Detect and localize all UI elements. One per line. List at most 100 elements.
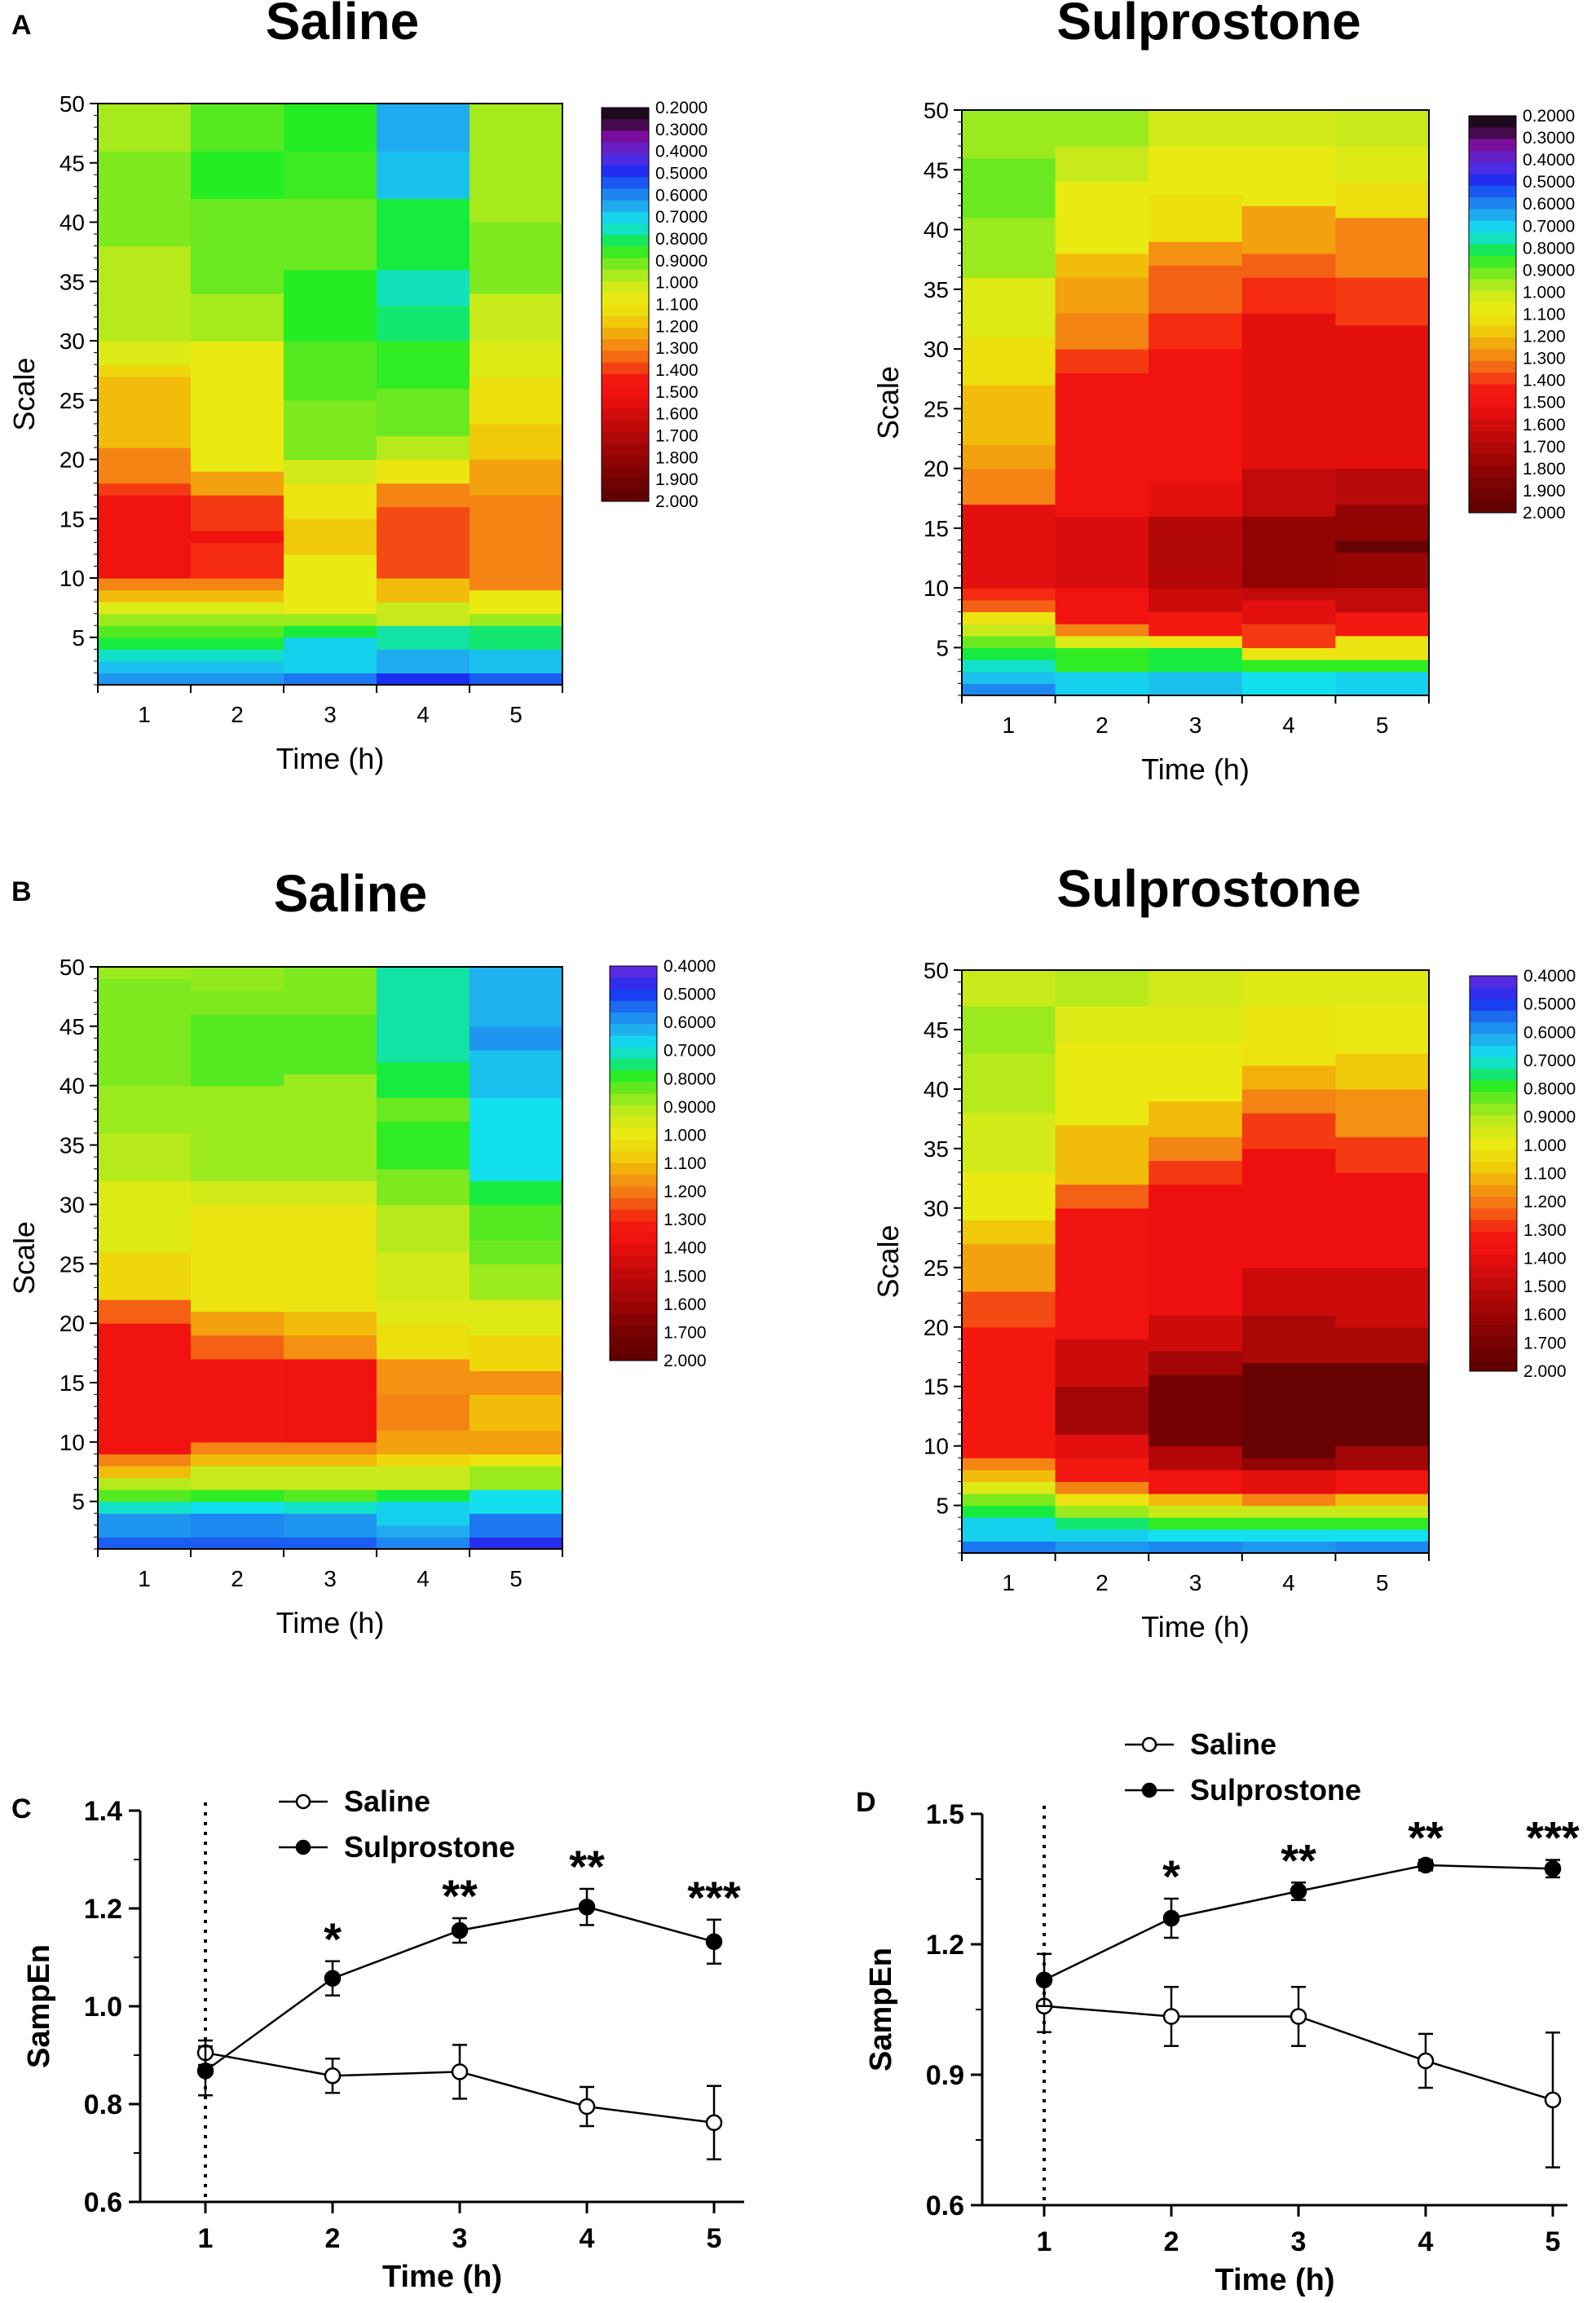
- colorbar-band: [602, 153, 649, 166]
- x-tick-label: 3: [1189, 1570, 1202, 1595]
- legend-label: Saline: [1190, 1727, 1276, 1761]
- heatmap-cell: [98, 1537, 192, 1550]
- legend-marker: [1141, 1782, 1157, 1798]
- colorbar-band: [1470, 1185, 1517, 1198]
- colorbar-band: [1470, 1324, 1517, 1337]
- heatmap-cell: [191, 1489, 284, 1502]
- data-point: [1290, 2008, 1307, 2025]
- heatmap-cell: [191, 293, 284, 342]
- colorbar-label: 0.7000: [1523, 1052, 1576, 1070]
- y-tick-label: 1.5: [926, 1799, 964, 1830]
- heatmap-cell: [1241, 1088, 1336, 1114]
- heatmap-cell: [470, 423, 563, 461]
- y-tick-label: 40: [60, 210, 85, 236]
- colorbar-band: [610, 1058, 657, 1071]
- colorbar-band: [1470, 1103, 1517, 1116]
- heatmap-cell: [1149, 516, 1243, 589]
- heatmap-cell: [1055, 1529, 1149, 1542]
- heatmap-cell: [1241, 970, 1336, 1007]
- colorbar-band: [1470, 1336, 1517, 1348]
- heatmap-cell: [98, 151, 192, 247]
- heatmap-cell: [98, 602, 192, 615]
- colorbar-band: [1469, 267, 1516, 280]
- colorbar-label: 0.6000: [1523, 1023, 1576, 1042]
- heatmap-cell: [1055, 1458, 1149, 1483]
- heatmap-cell: [470, 459, 563, 496]
- colorbar-band: [1470, 1022, 1517, 1035]
- colorbar-band: [602, 339, 649, 351]
- heatmap-cell: [284, 459, 377, 484]
- heatmap-cell: [377, 341, 470, 389]
- heatmap-cell: [1335, 611, 1430, 637]
- colorbar-band: [602, 142, 649, 155]
- colorbar-band: [602, 211, 649, 224]
- colorbar-band: [1469, 408, 1516, 420]
- colorbar-label: 0.6000: [1523, 195, 1575, 214]
- heatmap-cell: [284, 1537, 377, 1550]
- heatmap-cell: [470, 1026, 563, 1051]
- colorbar-band: [610, 1175, 657, 1187]
- heatmap-cell: [1055, 1481, 1149, 1494]
- heatmap-cell: [962, 1053, 1056, 1114]
- colorbar-label: 0.3000: [655, 121, 708, 139]
- colorbar-label: 1.500: [655, 383, 699, 402]
- x-tick-label: 2: [1164, 2226, 1179, 2257]
- heatmap-cell: [284, 483, 377, 519]
- heatmap-cell: [191, 1501, 284, 1514]
- y-tick-label: 40: [924, 1077, 949, 1102]
- colorbar-band: [1469, 349, 1516, 362]
- colorbar-band: [602, 119, 649, 131]
- colorbar-label: 1.600: [1523, 1306, 1567, 1325]
- colorbar-band: [602, 478, 649, 491]
- heatmap-cell: [1241, 647, 1336, 660]
- colorbar-band: [602, 258, 649, 271]
- heatmap-cell: [98, 1466, 192, 1479]
- heatmap-cell: [1241, 1362, 1336, 1458]
- colorbar-band: [602, 130, 649, 143]
- colorbar-band: [610, 977, 657, 990]
- heatmap-cell: [98, 495, 192, 579]
- x-tick-label: 3: [452, 2223, 468, 2254]
- heatmap-cell: [98, 1251, 192, 1300]
- colorbar-band: [602, 269, 649, 282]
- heatmap-cell: [1149, 647, 1243, 673]
- heatmap-cell: [1149, 349, 1243, 481]
- colorbar-band: [602, 327, 649, 340]
- heatmap-cell: [1149, 1005, 1243, 1043]
- panel-letter-d: D: [856, 1787, 876, 1818]
- heatmap-cell: [191, 589, 284, 602]
- heatmap-cell: [1055, 1386, 1149, 1435]
- colorbar-band: [1469, 197, 1516, 210]
- y-tick-label: 1.2: [84, 1894, 122, 1925]
- heatmap-cell: [1055, 516, 1149, 589]
- x-tick-label: 4: [417, 702, 430, 727]
- heatmap-cell: [1055, 1434, 1149, 1458]
- heatmap-cell: [470, 625, 563, 650]
- heatmap-cell: [1335, 660, 1430, 673]
- y-tick-label: 25: [60, 1251, 85, 1277]
- heatmap-cell: [1335, 277, 1430, 326]
- heatmap-cell: [98, 978, 192, 1087]
- x-tick-label: 1: [1003, 713, 1016, 738]
- heatmap-cell: [377, 1394, 470, 1431]
- colorbar-label: 1.300: [1523, 1221, 1567, 1240]
- colorbar-band: [1470, 1208, 1517, 1221]
- colorbar-band: [1470, 1138, 1517, 1151]
- heatmap-cell: [377, 673, 470, 686]
- colorbar-band: [610, 1012, 657, 1025]
- heatmap-cell: [1149, 1041, 1243, 1102]
- y-axis-label: Scale: [7, 1221, 41, 1295]
- colorbar-label: 1.800: [655, 448, 699, 467]
- significance-marker: **: [442, 1870, 478, 1921]
- colorbar-band: [1469, 419, 1516, 432]
- colorbar-label: 1.400: [1523, 372, 1566, 390]
- heatmap-cell: [191, 602, 284, 615]
- y-tick-label: 45: [924, 157, 949, 183]
- x-tick-label: 2: [325, 2223, 341, 2254]
- plot-frame: [961, 109, 1430, 696]
- heatmap-cell: [284, 613, 377, 626]
- heatmap-cell: [1149, 145, 1243, 195]
- x-tick-label: 2: [231, 702, 244, 727]
- heatmap-cell: [1149, 1160, 1243, 1185]
- x-tick-label: 5: [707, 2223, 722, 2254]
